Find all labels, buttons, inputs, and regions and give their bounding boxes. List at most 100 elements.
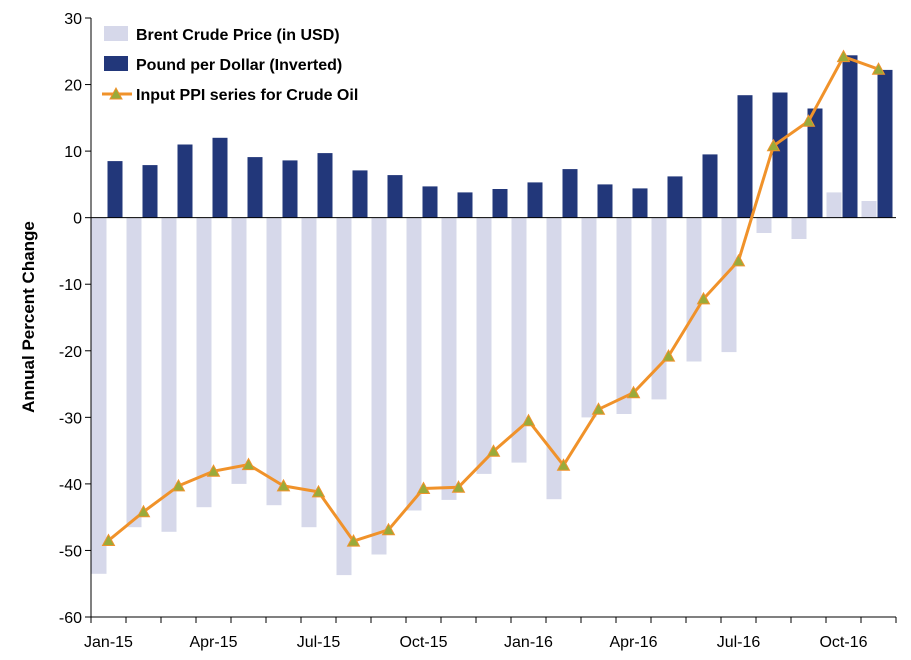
pound-bar	[597, 184, 613, 218]
brent-bar	[861, 201, 877, 218]
y-tick-label: 20	[64, 78, 82, 95]
y-tick-label: -20	[59, 344, 82, 361]
brent-bar	[756, 217, 772, 233]
axes	[90, 18, 896, 618]
ppi-marker	[556, 458, 571, 471]
y-tick-label: 10	[64, 144, 82, 161]
pound-bar	[877, 69, 893, 218]
pound-bar	[247, 157, 263, 218]
x-tick-label: Apr-16	[609, 634, 657, 651]
pound-bar	[737, 95, 753, 218]
brent-bar	[266, 217, 282, 506]
x-axis-ticks: Jan-15 Apr-15 Jul-15 Oct-15 Jan-16 Apr-16 Jul-…	[84, 617, 897, 651]
brent-bar	[406, 217, 422, 511]
brent-bar	[161, 217, 177, 532]
ppi-marker	[486, 444, 501, 457]
legend-swatch-ppi-marker	[109, 86, 123, 100]
brent-bar	[476, 217, 492, 474]
pound-bar	[422, 186, 438, 218]
pound-bar	[562, 169, 578, 218]
brent-bar	[301, 217, 317, 528]
brent-bar	[581, 217, 597, 418]
pound-bar	[107, 161, 123, 218]
pound-bar	[492, 189, 508, 218]
ppi-marker	[766, 138, 781, 152]
brent-bar	[336, 217, 352, 576]
ppi-marker	[661, 349, 676, 362]
ppi-marker	[451, 480, 466, 493]
x-tick-label: Oct-16	[819, 634, 867, 651]
ppi-line	[101, 49, 886, 547]
brent-bar	[791, 217, 807, 239]
ppi-marker	[521, 413, 536, 427]
y-axis-label: Annual Percent Change	[19, 221, 38, 413]
y-tick-label: -50	[59, 543, 82, 560]
ppi-marker	[731, 253, 746, 267]
brent-bar	[546, 217, 562, 500]
pound-bar	[807, 108, 823, 218]
brent-bar	[616, 217, 632, 414]
ppi-marker	[591, 402, 606, 415]
ppi-marker	[696, 291, 711, 305]
y-tick-label: -10	[59, 277, 82, 294]
brent-bar	[196, 217, 212, 508]
ppi-marker	[801, 114, 816, 127]
ppi-marker	[381, 522, 396, 536]
ppi-marker	[206, 464, 221, 477]
pound-bar	[142, 165, 158, 218]
brent-bar	[371, 217, 387, 555]
pound-bar	[212, 137, 228, 218]
pound-bar	[667, 176, 683, 218]
x-tick-label: Apr-15	[189, 634, 237, 651]
legend: Brent Crude Price (in USD) Pound per Doll…	[102, 26, 358, 104]
ppi-series-line	[107, 55, 880, 543]
legend-swatch-pound	[104, 56, 128, 71]
brent-bar	[651, 217, 667, 400]
brent-bar	[126, 217, 142, 528]
brent-bar	[91, 217, 107, 574]
pound-bar	[317, 153, 333, 218]
ppi-marker	[311, 484, 326, 498]
pound-bars	[107, 55, 893, 218]
pound-bar	[177, 144, 193, 218]
ppi-marker	[836, 49, 851, 63]
ppi-marker	[171, 478, 186, 492]
brent-bars	[91, 192, 877, 576]
y-axis-ticks: 30 20 10 0 -10 -20 -30 -40 -50 -60	[59, 11, 91, 627]
pound-bar	[842, 55, 858, 218]
ppi-marker	[101, 533, 116, 546]
ppi-marker	[136, 504, 151, 518]
brent-bar	[511, 217, 527, 463]
x-tick-label: Oct-15	[399, 634, 447, 651]
x-tick-label: Jul-15	[297, 634, 341, 651]
pound-bar	[702, 154, 718, 218]
brent-bar	[686, 217, 702, 362]
ppi-marker	[871, 62, 886, 75]
pound-bar	[632, 188, 648, 218]
pound-bar	[282, 160, 298, 218]
y-tick-label: -60	[59, 610, 82, 627]
y-tick-label: 30	[64, 11, 82, 28]
pound-bar	[772, 92, 788, 218]
ppi-marker	[626, 385, 641, 399]
brent-bar	[721, 217, 737, 353]
legend-label: Pound per Dollar (Inverted)	[136, 57, 342, 74]
ppi-marker	[416, 481, 431, 494]
legend-label: Input PPI series for Crude Oil	[136, 87, 358, 104]
y-tick-label: -30	[59, 410, 82, 427]
x-tick-label: Jan-16	[504, 634, 553, 651]
pound-bar	[352, 170, 368, 218]
pound-bar	[457, 192, 473, 218]
ppi-marker	[346, 534, 361, 547]
x-tick-label: Jan-15	[84, 634, 133, 651]
pound-bar	[527, 182, 543, 218]
x-tick-label: Jul-16	[717, 634, 761, 651]
brent-bar	[441, 217, 457, 500]
y-tick-label: 0	[73, 211, 82, 228]
brent-bar	[231, 217, 247, 484]
y-tick-label: -40	[59, 477, 82, 494]
brent-bar	[826, 192, 842, 218]
legend-swatch-brent	[104, 26, 128, 41]
ppi-marker	[241, 457, 256, 471]
